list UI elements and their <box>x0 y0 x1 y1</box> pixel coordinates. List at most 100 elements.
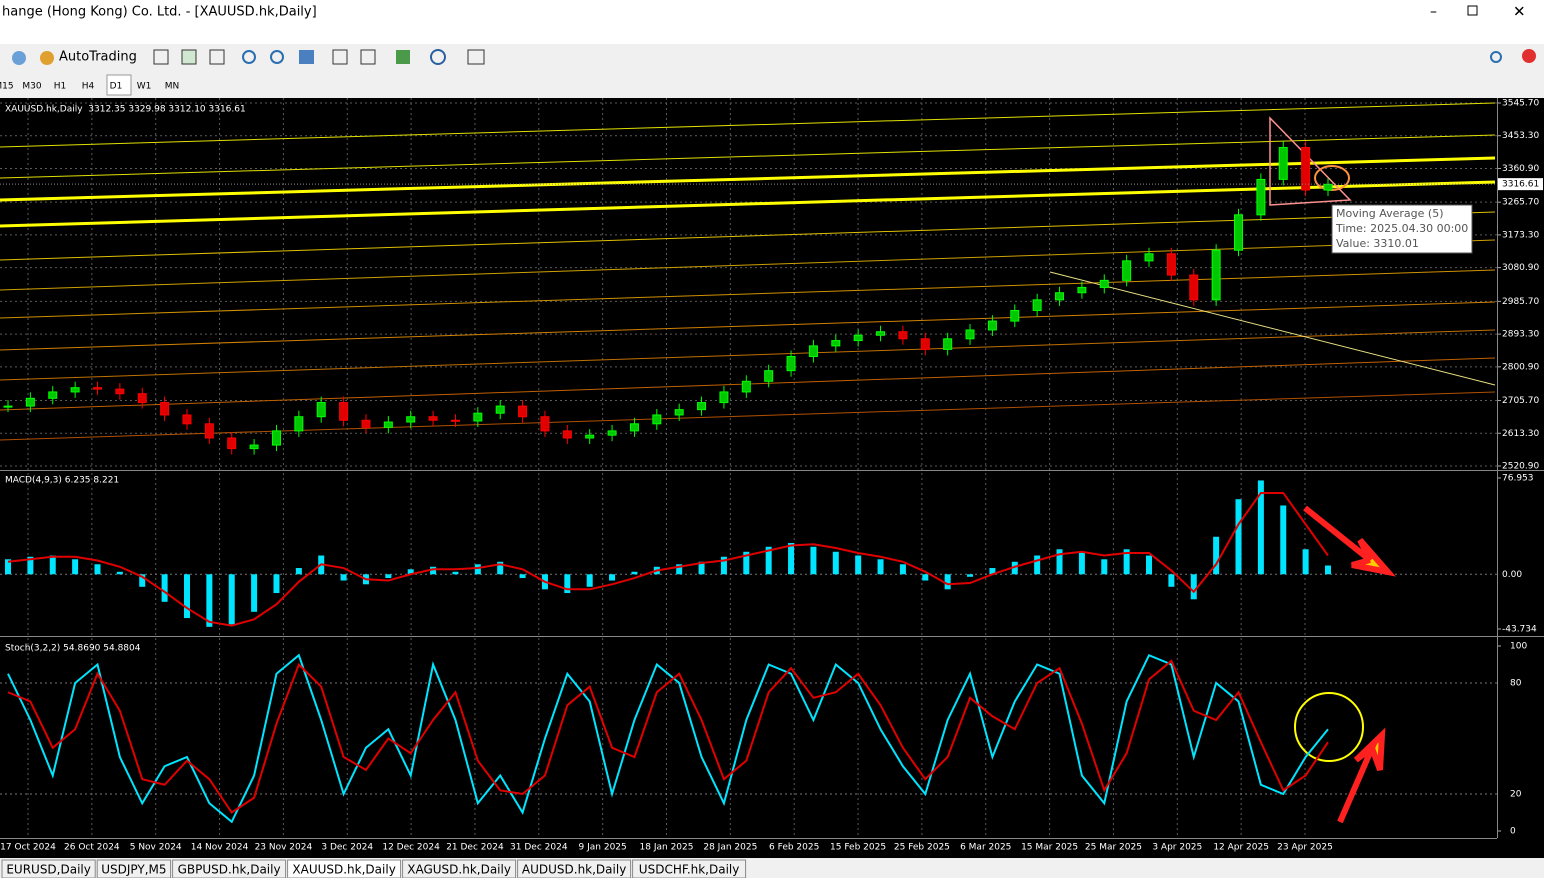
macd-bar <box>1280 505 1287 575</box>
macd-bar <box>116 571 123 575</box>
candle <box>540 416 550 432</box>
candle <box>808 345 818 358</box>
macd-bar <box>944 574 951 590</box>
tool-icon[interactable] <box>299 50 314 64</box>
zoom-out[interactable] <box>270 50 284 64</box>
timeframe-button[interactable]: M30 <box>22 82 41 92</box>
plots: 3545.70 3453.30 3360.90 3265.70 3173.30 3080.… <box>0 99 1543 853</box>
circle-marker <box>1294 692 1364 762</box>
tool-icon[interactable] <box>332 49 348 65</box>
search-icon[interactable] <box>1490 51 1502 63</box>
candle <box>70 387 80 393</box>
notification-badge[interactable] <box>1522 49 1536 63</box>
date-label: 12 Apr 2025 <box>1213 843 1269 853</box>
candle <box>249 444 259 450</box>
date-label: 26 Oct 2024 <box>64 843 120 853</box>
candle <box>1122 260 1132 281</box>
tab[interactable] <box>172 859 287 878</box>
candle <box>1189 274 1199 301</box>
zoom-in[interactable] <box>242 50 256 64</box>
chart-area <box>0 98 1544 858</box>
candle <box>495 405 505 414</box>
channel-line <box>0 211 1496 261</box>
candle <box>271 430 281 446</box>
date-label: 18 Jan 2025 <box>640 843 694 853</box>
tab[interactable] <box>287 859 402 878</box>
tabs: EURUSD,Daily USDJPY,M5 GBPUSD.hk,Daily XAUU… <box>1 859 747 878</box>
candle <box>25 397 35 407</box>
channel-line <box>0 301 1496 351</box>
tool-icon[interactable] <box>430 49 446 65</box>
tab-label: XAGUSD.hk,Daily <box>407 863 511 877</box>
tab[interactable] <box>632 859 747 878</box>
tab[interactable] <box>402 859 517 878</box>
timeframe-button[interactable]: H1 <box>54 82 67 92</box>
candle <box>227 437 237 450</box>
macd-bar <box>295 568 302 575</box>
candle <box>1256 178 1266 216</box>
tab[interactable] <box>96 859 172 878</box>
candle <box>876 331 886 336</box>
tooltip: Moving Average (5) Time: 2025.04.30 00:0… <box>1331 204 1473 254</box>
autotrading-button[interactable] <box>36 48 136 68</box>
candle <box>1010 309 1020 322</box>
tool-icon[interactable] <box>209 49 225 65</box>
macd-bar <box>899 564 906 575</box>
macd-bar <box>631 571 638 575</box>
macd-bar <box>452 571 459 575</box>
macd-bar <box>1101 559 1108 575</box>
macd-bar <box>832 551 839 575</box>
maximize-button[interactable] <box>1467 5 1478 16</box>
trend-line <box>0 180 1496 228</box>
macd-bar <box>788 543 795 575</box>
minimize-button[interactable]: – <box>1430 4 1437 20</box>
price-tick-label: 2520.90 <box>1502 462 1539 472</box>
timeframe-button[interactable]: MN <box>165 82 180 92</box>
tool-icon[interactable] <box>153 49 169 65</box>
candle <box>674 409 684 416</box>
close-button[interactable]: ✕ <box>1513 3 1526 21</box>
toolbar-icon[interactable] <box>12 51 26 65</box>
timeframe-button[interactable]: D1 <box>110 82 123 92</box>
timeframe-button[interactable]: H4 <box>82 82 95 92</box>
timeframe-bar: M15 M30 H1 H4 D1 W1 MN <box>0 74 180 96</box>
chart-header: XAUUSD.hk,Daily 3312.35 3329.98 3312.10 … <box>5 105 246 115</box>
tool-icon[interactable] <box>467 49 485 65</box>
tab-label: AUDUSD.hk,Daily <box>522 863 626 877</box>
candle <box>160 402 170 416</box>
date-label: 28 Jan 2025 <box>703 843 757 853</box>
macd-bar <box>474 564 481 575</box>
candle <box>853 334 863 342</box>
candle <box>562 430 572 439</box>
tool-icon[interactable] <box>360 49 376 65</box>
macd-bar <box>1011 561 1018 575</box>
macd-bar <box>49 555 56 575</box>
channel-line <box>0 102 1496 148</box>
macd-bar <box>5 559 11 575</box>
timeframe-button[interactable]: M15 <box>0 82 14 92</box>
candle <box>450 419 460 422</box>
candle <box>1278 147 1288 180</box>
macd-bar <box>1190 574 1197 600</box>
tool-icon[interactable] <box>396 50 410 64</box>
macd-bar <box>228 574 235 625</box>
channel-line <box>0 391 1496 441</box>
tab[interactable] <box>517 859 632 878</box>
candle <box>3 405 13 408</box>
candle <box>137 393 147 404</box>
tab[interactable] <box>1 859 96 878</box>
timeframe-button[interactable]: W1 <box>137 82 152 92</box>
tool-icon[interactable] <box>181 49 197 65</box>
candle <box>1055 292 1065 301</box>
trend-line <box>1049 271 1496 386</box>
current-price-label: 3316.61 <box>1502 180 1539 190</box>
stoch-tick-label: 100 <box>1510 642 1527 652</box>
macd-tick-label: -43.734 <box>1502 625 1537 635</box>
macd-bar <box>385 574 392 579</box>
macd-bar <box>94 564 101 575</box>
tab-label: XAUUSD.hk,Daily <box>292 863 395 877</box>
macd-bar <box>139 574 146 587</box>
price-tick-label: 3265.70 <box>1502 198 1539 208</box>
candle <box>361 419 371 428</box>
